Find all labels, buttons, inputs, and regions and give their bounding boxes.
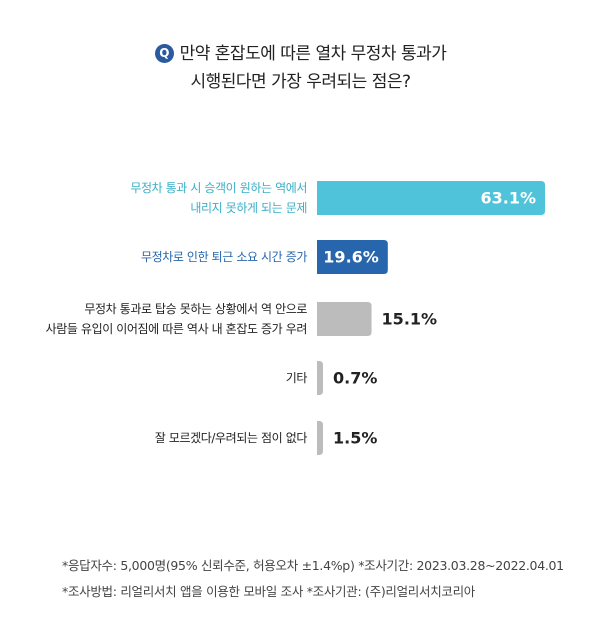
value-label-1: 63.1% [480,189,536,208]
value-label-5: 1.5% [333,429,377,448]
category-label-5-line-1: 잘 모르겠다/우려되는 점이 없다 [155,431,308,445]
question-text-1: 만약 혼잡도에 따른 열차 무정차 통과가 [179,44,447,64]
value-label-2: 19.6% [323,248,379,267]
footer-notes: *응답자수: 5,000명(95% 신뢰수준, 허용오차 ±1.4%p) *조사… [62,553,564,605]
bar-3 [317,302,372,336]
footer-line-2: *조사방법: 리얼리서치 앱을 이용한 모바일 조사 *조사기관: (주)리얼리… [62,584,475,599]
bar-5 [317,421,323,455]
question-line-1: Q 만약 혼잡도에 따른 열차 무정차 통과가 [0,40,601,68]
value-label-4: 0.7% [333,369,377,388]
value-label-3: 15.1% [382,310,438,329]
category-label-3-line-2: 사람들 유입이 이어짐에 따른 역사 내 혼잡도 증가 우려 [46,322,307,336]
question-line-2: 시행된다면 가장 우려되는 점은? [190,72,411,92]
question-block: Q 만약 혼잡도에 따른 열차 무정차 통과가 시행된다면 가장 우려되는 점은? [0,40,601,96]
bar-4 [317,361,323,395]
footer-line-1: *응답자수: 5,000명(95% 신뢰수준, 허용오차 ±1.4%p) *조사… [62,558,564,573]
question-badge-icon: Q [154,44,174,63]
category-label-1-line-1: 무정차 통과 시 승객이 원하는 역에서 [130,181,307,195]
bar-2 [317,240,388,274]
category-label-1-line-2: 내리지 못하게 되는 문제 [190,201,307,215]
bar-1 [317,181,545,215]
category-label-2-line-1: 무정차로 인한 퇴근 소요 시간 증가 [141,250,307,264]
category-label-3-line-1: 무정차 통과로 탑승 못하는 상황에서 역 안으로 [84,302,307,316]
category-label-4-line-1: 기타 [286,371,308,385]
